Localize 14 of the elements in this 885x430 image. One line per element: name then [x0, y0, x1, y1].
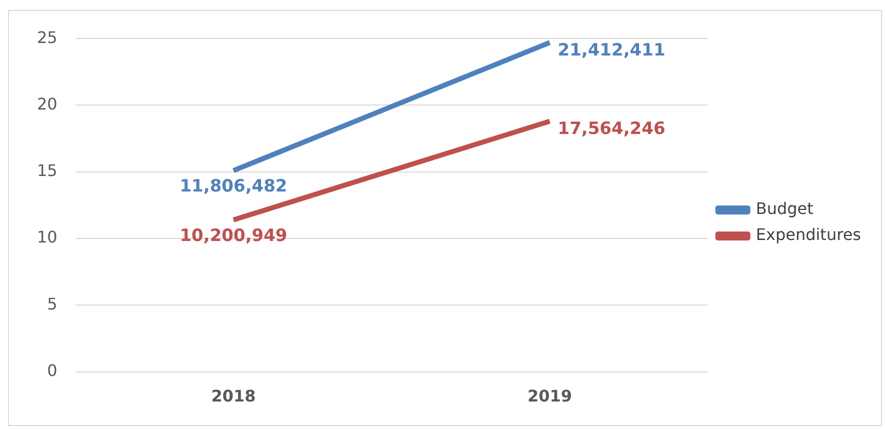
legend-label: Budget: [756, 199, 814, 218]
annotation: 21,412,411: [558, 40, 666, 61]
y-tick-label: 20: [37, 94, 58, 114]
y-tick-label: 25: [37, 28, 58, 47]
x-tick-label: 2018: [211, 386, 256, 406]
y-tick-label: 5: [47, 294, 58, 314]
legend-label: Expenditures: [756, 225, 861, 244]
y-tick-label: 10: [37, 228, 58, 247]
x-tick-label: 2019: [527, 386, 572, 406]
annotation: 10,200,949: [180, 226, 288, 246]
annotation: 17,564,246: [558, 119, 666, 140]
annotation: 11,806,482: [180, 176, 288, 196]
y-tick-label: 15: [37, 161, 58, 180]
y-tick-label: 0: [47, 360, 58, 380]
